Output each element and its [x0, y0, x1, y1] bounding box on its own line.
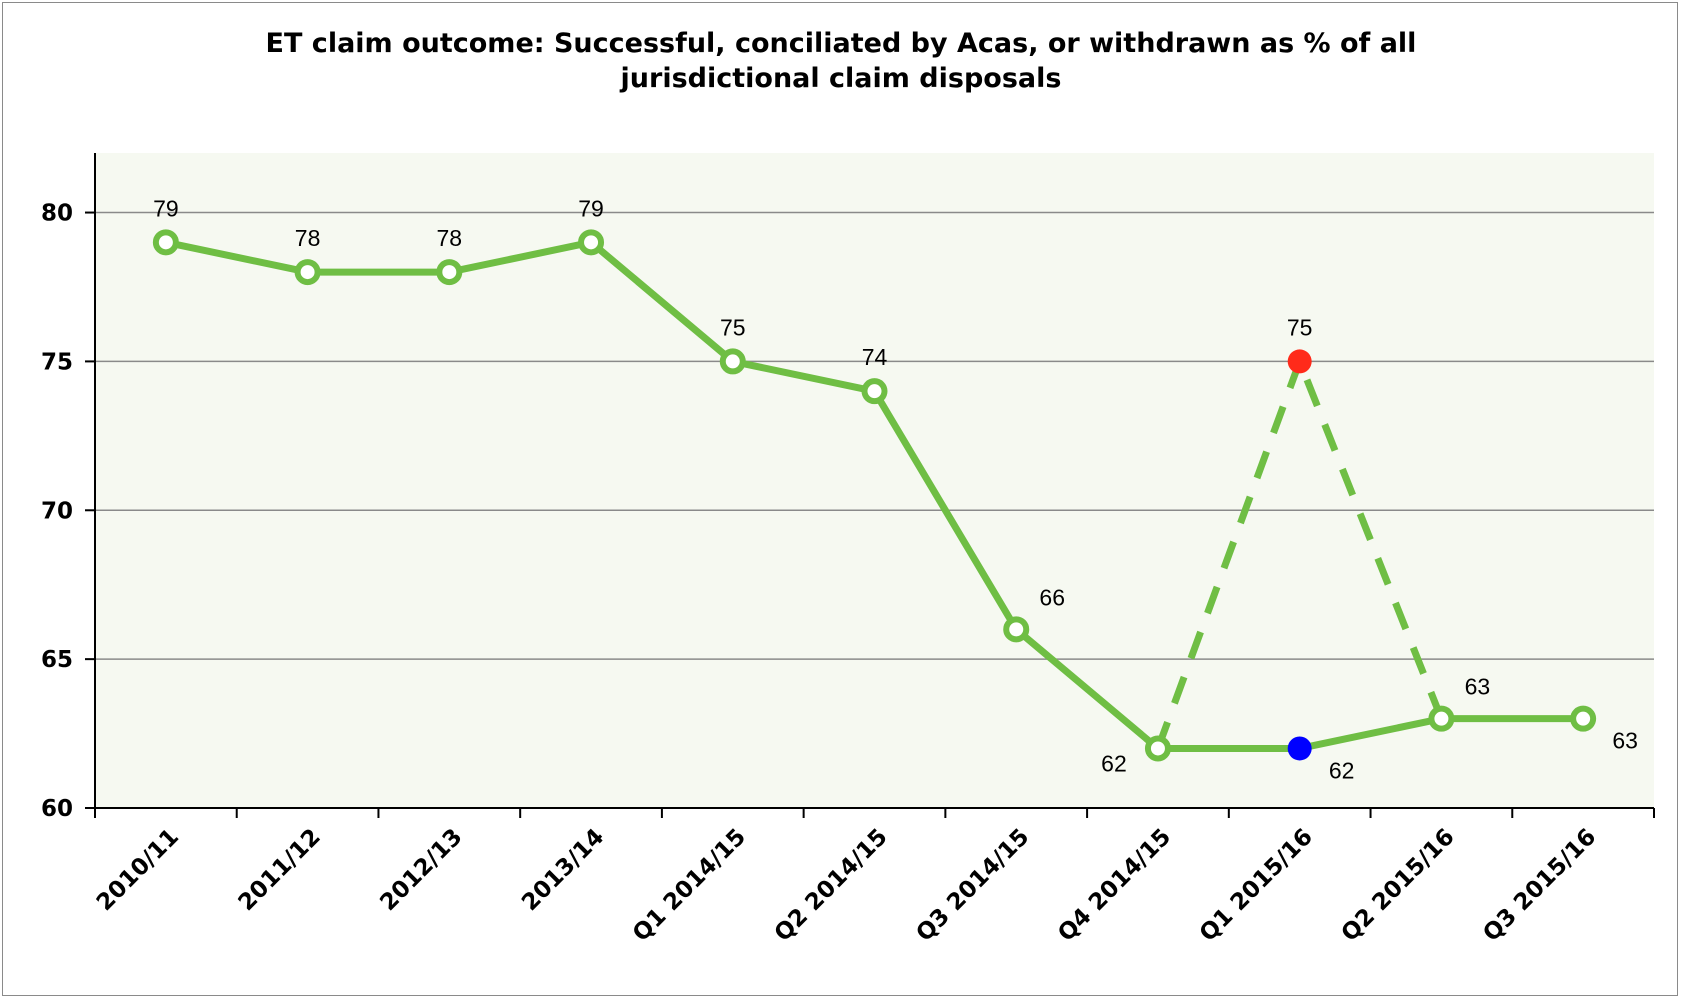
point-0-7 [1144, 735, 1171, 762]
y-tick-label-80: 80 [41, 201, 73, 227]
x-tick-label-2: 2012/13 [375, 824, 467, 916]
x-tick-label-10: Q3 2015/16 [1478, 824, 1601, 947]
point-0-1 [294, 259, 321, 286]
x-tick-label-8: Q1 2015/16 [1195, 824, 1318, 947]
data-label-0-4: 75 [720, 314, 746, 340]
data-label-0-0: 79 [153, 195, 179, 221]
x-tick-label-6: Q3 2014/15 [911, 824, 1034, 947]
x-tick-label-7: Q4 2014/15 [1053, 824, 1176, 947]
x-tick-label-4: Q1 2014/15 [628, 824, 751, 947]
highlight-point-1-8 [1287, 349, 1312, 374]
point-0-5 [861, 378, 888, 405]
chart-title-line-1: ET claim outcome: Successful, conciliate… [265, 28, 1417, 59]
point-0-9 [1428, 705, 1455, 732]
data-label-0-9: 63 [1465, 674, 1491, 700]
y-tick-label-75: 75 [41, 349, 73, 375]
data-label-0-8: 62 [1329, 757, 1355, 783]
chart-title: ET claim outcome: Successful, conciliate… [0, 26, 1682, 96]
point-0-6 [1003, 616, 1030, 643]
data-label-0-10: 63 [1612, 728, 1638, 754]
highlight-point-0-8 [1287, 736, 1312, 761]
data-label-0-7: 62 [1101, 750, 1127, 776]
data-label-0-1: 78 [295, 225, 321, 251]
point-0-0 [152, 229, 179, 256]
x-tick-label-9: Q2 2015/16 [1337, 824, 1460, 947]
x-tick-label-0: 2010/11 [92, 824, 184, 916]
y-tick-label-60: 60 [41, 796, 73, 822]
y-tick-label-65: 65 [41, 647, 73, 673]
x-tick-label-1: 2011/12 [234, 824, 326, 916]
y-tick-label-70: 70 [41, 498, 73, 524]
point-0-10 [1570, 705, 1597, 732]
x-tick-label-5: Q2 2014/15 [770, 824, 893, 947]
point-0-2 [436, 259, 463, 286]
point-0-3 [578, 229, 605, 256]
chart-title-line-2: jurisdictional claim disposals [620, 63, 1062, 94]
data-label-1-8: 75 [1287, 314, 1313, 340]
data-label-0-6: 66 [1039, 584, 1065, 610]
data-label-0-3: 79 [578, 195, 604, 221]
data-label-0-5: 74 [862, 344, 888, 370]
x-tick-label-3: 2013/14 [517, 824, 609, 916]
plot-area [95, 153, 1654, 808]
point-0-4 [719, 348, 746, 375]
data-label-0-2: 78 [437, 225, 463, 251]
